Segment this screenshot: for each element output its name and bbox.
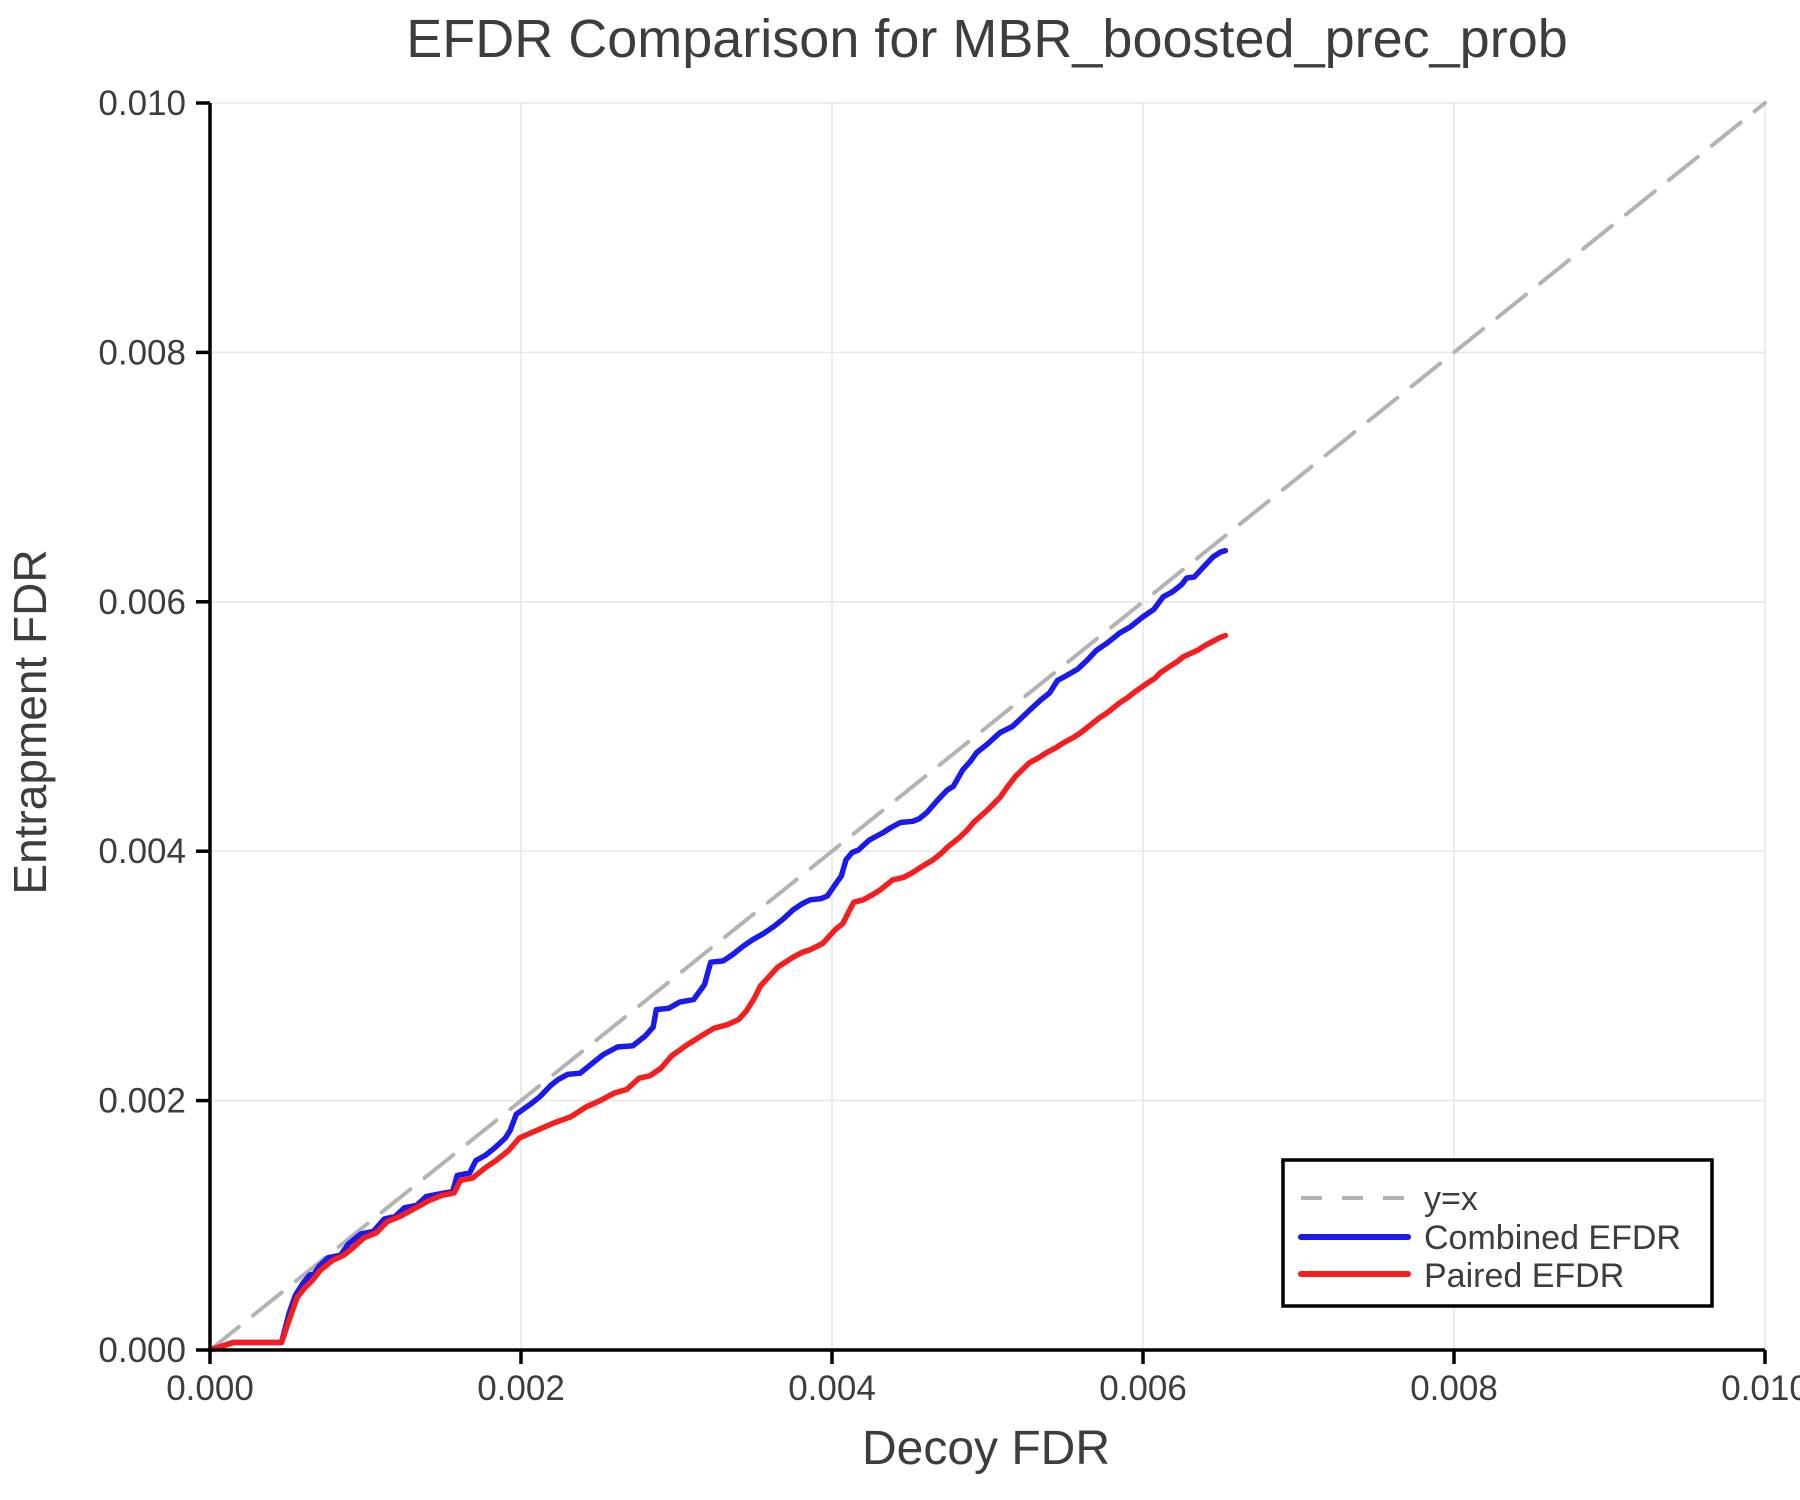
series-line-paired-efdr [207, 632, 1229, 1353]
series-line-y-x [208, 101, 1767, 1352]
legend: y=x Combined EFDR Paired EFDR [1281, 1158, 1714, 1308]
y-tick-label: 0.006 [98, 583, 186, 622]
y-tick-label: 0.000 [98, 1331, 186, 1370]
chart-title: EFDR Comparison for MBR_boosted_prec_pro… [406, 9, 1568, 69]
legend-label-combined: Combined EFDR [1424, 1219, 1681, 1257]
x-tick-label: 0.004 [788, 1369, 876, 1408]
axes-layer: 0.000 0.002 0.004 0.006 0.008 0.010 0.000 0.002… [98, 84, 1800, 1408]
x-tick-label: 0.000 [166, 1369, 254, 1408]
legend-label-paired: Paired EFDR [1424, 1257, 1624, 1295]
y-tick-label: 0.004 [98, 832, 186, 871]
y-axis-label: Entrapment FDR [4, 549, 56, 894]
series-layer [207, 101, 1767, 1353]
y-tick-label: 0.010 [98, 84, 186, 123]
x-axis-label: Decoy FDR [862, 1422, 1110, 1475]
y-tick-label: 0.002 [98, 1082, 186, 1121]
y-tick-label: 0.008 [98, 333, 186, 372]
legend-label-identity: y=x [1424, 1180, 1478, 1218]
legend-box [1281, 1158, 1714, 1308]
x-tick-label: 0.008 [1410, 1369, 1498, 1408]
x-tick-label: 0.006 [1099, 1369, 1187, 1408]
x-tick-label: 0.010 [1721, 1369, 1800, 1408]
x-tick-label: 0.002 [477, 1369, 565, 1408]
